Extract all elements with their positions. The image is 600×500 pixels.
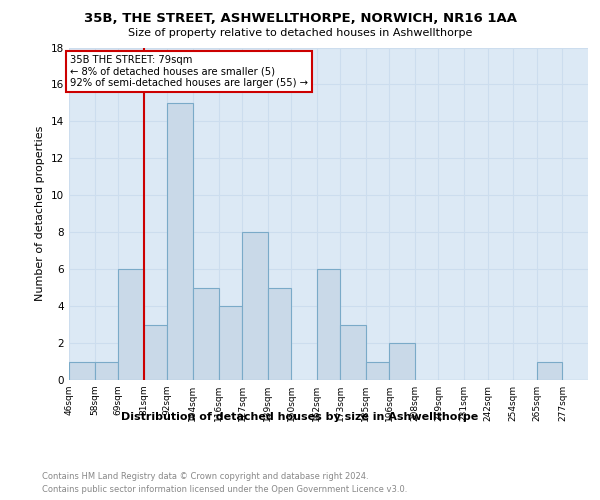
Text: Contains HM Land Registry data © Crown copyright and database right 2024.: Contains HM Land Registry data © Crown c… [42, 472, 368, 481]
Text: 35B, THE STREET, ASHWELLTHORPE, NORWICH, NR16 1AA: 35B, THE STREET, ASHWELLTHORPE, NORWICH,… [83, 12, 517, 26]
Bar [144, 324, 167, 380]
Bar [389, 343, 415, 380]
Bar [69, 362, 95, 380]
Bar [167, 103, 193, 380]
Text: Size of property relative to detached houses in Ashwellthorpe: Size of property relative to detached ho… [128, 28, 472, 38]
Bar [242, 232, 268, 380]
Bar [317, 269, 340, 380]
Bar [218, 306, 242, 380]
Y-axis label: Number of detached properties: Number of detached properties [35, 126, 46, 302]
Text: Contains public sector information licensed under the Open Government Licence v3: Contains public sector information licen… [42, 485, 407, 494]
Bar [268, 288, 291, 380]
Bar [95, 362, 118, 380]
Bar [118, 269, 144, 380]
Text: 35B THE STREET: 79sqm
← 8% of detached houses are smaller (5)
92% of semi-detach: 35B THE STREET: 79sqm ← 8% of detached h… [70, 55, 308, 88]
Bar [537, 362, 562, 380]
Bar [366, 362, 389, 380]
Bar [193, 288, 218, 380]
Bar [340, 324, 366, 380]
Text: Distribution of detached houses by size in Ashwellthorpe: Distribution of detached houses by size … [121, 412, 479, 422]
